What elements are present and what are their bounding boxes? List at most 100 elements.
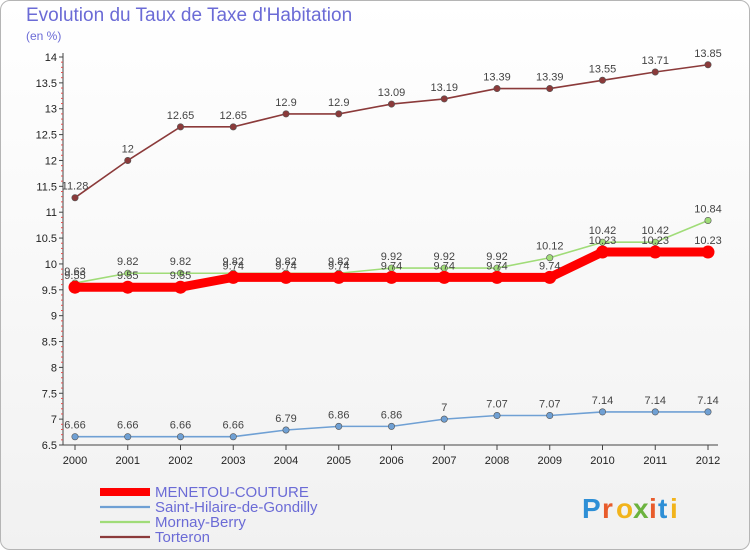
data-label: 12.9 [328, 97, 349, 109]
data-label: 9.92 [381, 251, 402, 263]
logo-letter: o [616, 493, 633, 524]
data-label: 9.82 [223, 256, 244, 268]
x-tick-label: 2011 [643, 455, 667, 467]
data-point [598, 238, 606, 246]
data-label: 7.07 [486, 399, 507, 411]
data-label: 9.74 [328, 260, 349, 272]
series-line-3 [74, 63, 709, 199]
logo-letter: i [649, 493, 657, 524]
data-label: 12.65 [167, 110, 195, 122]
data-point [124, 433, 132, 441]
y-tick-label: 14 [45, 52, 57, 64]
data-label: 10.42 [641, 225, 669, 237]
data-label: 6.79 [275, 413, 296, 425]
data-label: 13.39 [483, 72, 511, 84]
data-point [490, 270, 504, 284]
x-tick-label: 2009 [538, 455, 562, 467]
data-point [68, 280, 82, 294]
data-label: 9.92 [434, 251, 455, 263]
data-label: 6.86 [381, 409, 402, 421]
data-point [387, 422, 395, 430]
data-label: 9.74 [434, 260, 455, 272]
data-point [651, 238, 659, 246]
data-point [335, 422, 343, 430]
data-point [546, 85, 554, 93]
data-point [704, 61, 712, 69]
x-tick-label: 2008 [485, 455, 509, 467]
data-label: 9.74 [223, 260, 244, 272]
data-point [598, 76, 606, 84]
data-point [701, 245, 715, 259]
data-label: 9.74 [486, 260, 507, 272]
data-label: 9.92 [486, 251, 507, 263]
data-point [124, 156, 132, 164]
data-label: 12.65 [219, 110, 247, 122]
data-label: 10.84 [694, 203, 722, 215]
data-point [121, 280, 135, 294]
data-point [385, 270, 398, 284]
data-label: 9.74 [381, 260, 402, 272]
legend-label: Saint-Hilaire-de-Gondilly [155, 499, 318, 516]
data-label: 7 [441, 402, 447, 414]
y-tick-label: 9 [51, 311, 57, 323]
logo-letter: r [602, 493, 613, 524]
data-point [493, 412, 501, 420]
data-label: 12 [122, 143, 134, 155]
data-label: 13.09 [378, 87, 406, 99]
data-label: 9.74 [275, 260, 296, 272]
data-label: 10.12 [536, 241, 564, 253]
data-point [704, 408, 712, 416]
y-tick-label: 8 [51, 362, 57, 374]
logo-letter: x [633, 493, 649, 524]
data-label: 7.14 [697, 395, 718, 407]
data-label: 10.23 [641, 235, 669, 247]
x-tick-label: 2007 [432, 455, 456, 467]
data-point [493, 85, 501, 93]
y-tick-label: 12.5 [36, 130, 57, 142]
data-point [229, 433, 237, 441]
data-point [387, 100, 395, 108]
data-label: 7.14 [592, 395, 613, 407]
data-point [440, 415, 448, 423]
logo-letter: i [670, 493, 678, 524]
data-point [704, 216, 712, 224]
data-label: 13.71 [641, 55, 669, 67]
data-point [648, 245, 662, 259]
data-point [282, 426, 290, 434]
data-label: 9.55 [117, 270, 138, 282]
data-label: 13.19 [430, 82, 458, 94]
data-label: 13.55 [589, 63, 617, 75]
data-point [71, 433, 79, 441]
data-point [598, 408, 606, 416]
data-point [177, 123, 185, 131]
x-tick-label: 2003 [221, 455, 245, 467]
y-tick-label: 10 [45, 259, 57, 271]
data-label: 7.07 [539, 399, 560, 411]
data-label: 6.66 [117, 420, 138, 432]
x-tick-label: 2004 [274, 455, 298, 467]
legend-label: Mornay-Berry [155, 514, 246, 531]
y-tick-label: 7.5 [42, 388, 57, 400]
data-label: 9.82 [170, 256, 191, 268]
chart-title: Evolution du Taux de Taxe d'Habitation [26, 5, 353, 26]
data-point [596, 245, 609, 259]
data-label: 10.23 [589, 235, 617, 247]
y-tick-label: 6.5 [42, 440, 57, 452]
data-point [229, 123, 237, 131]
chart-subtitle: (en %) [26, 29, 62, 43]
data-label: 11.28 [62, 181, 89, 193]
data-label: 13.39 [536, 72, 564, 84]
data-point [546, 412, 554, 420]
legend-label: Torteron [155, 529, 210, 546]
logo-letter: t [658, 493, 667, 524]
data-point [174, 280, 187, 294]
y-tick-label: 11 [46, 207, 57, 219]
x-tick-label: 2006 [379, 455, 403, 467]
data-point [651, 408, 659, 416]
y-tick-label: 8.5 [42, 337, 57, 349]
legend-label: MENETOU-COUTURE [155, 484, 309, 501]
data-label: 9.74 [539, 260, 560, 272]
x-tick-label: 2010 [590, 455, 614, 467]
data-point [335, 110, 343, 118]
